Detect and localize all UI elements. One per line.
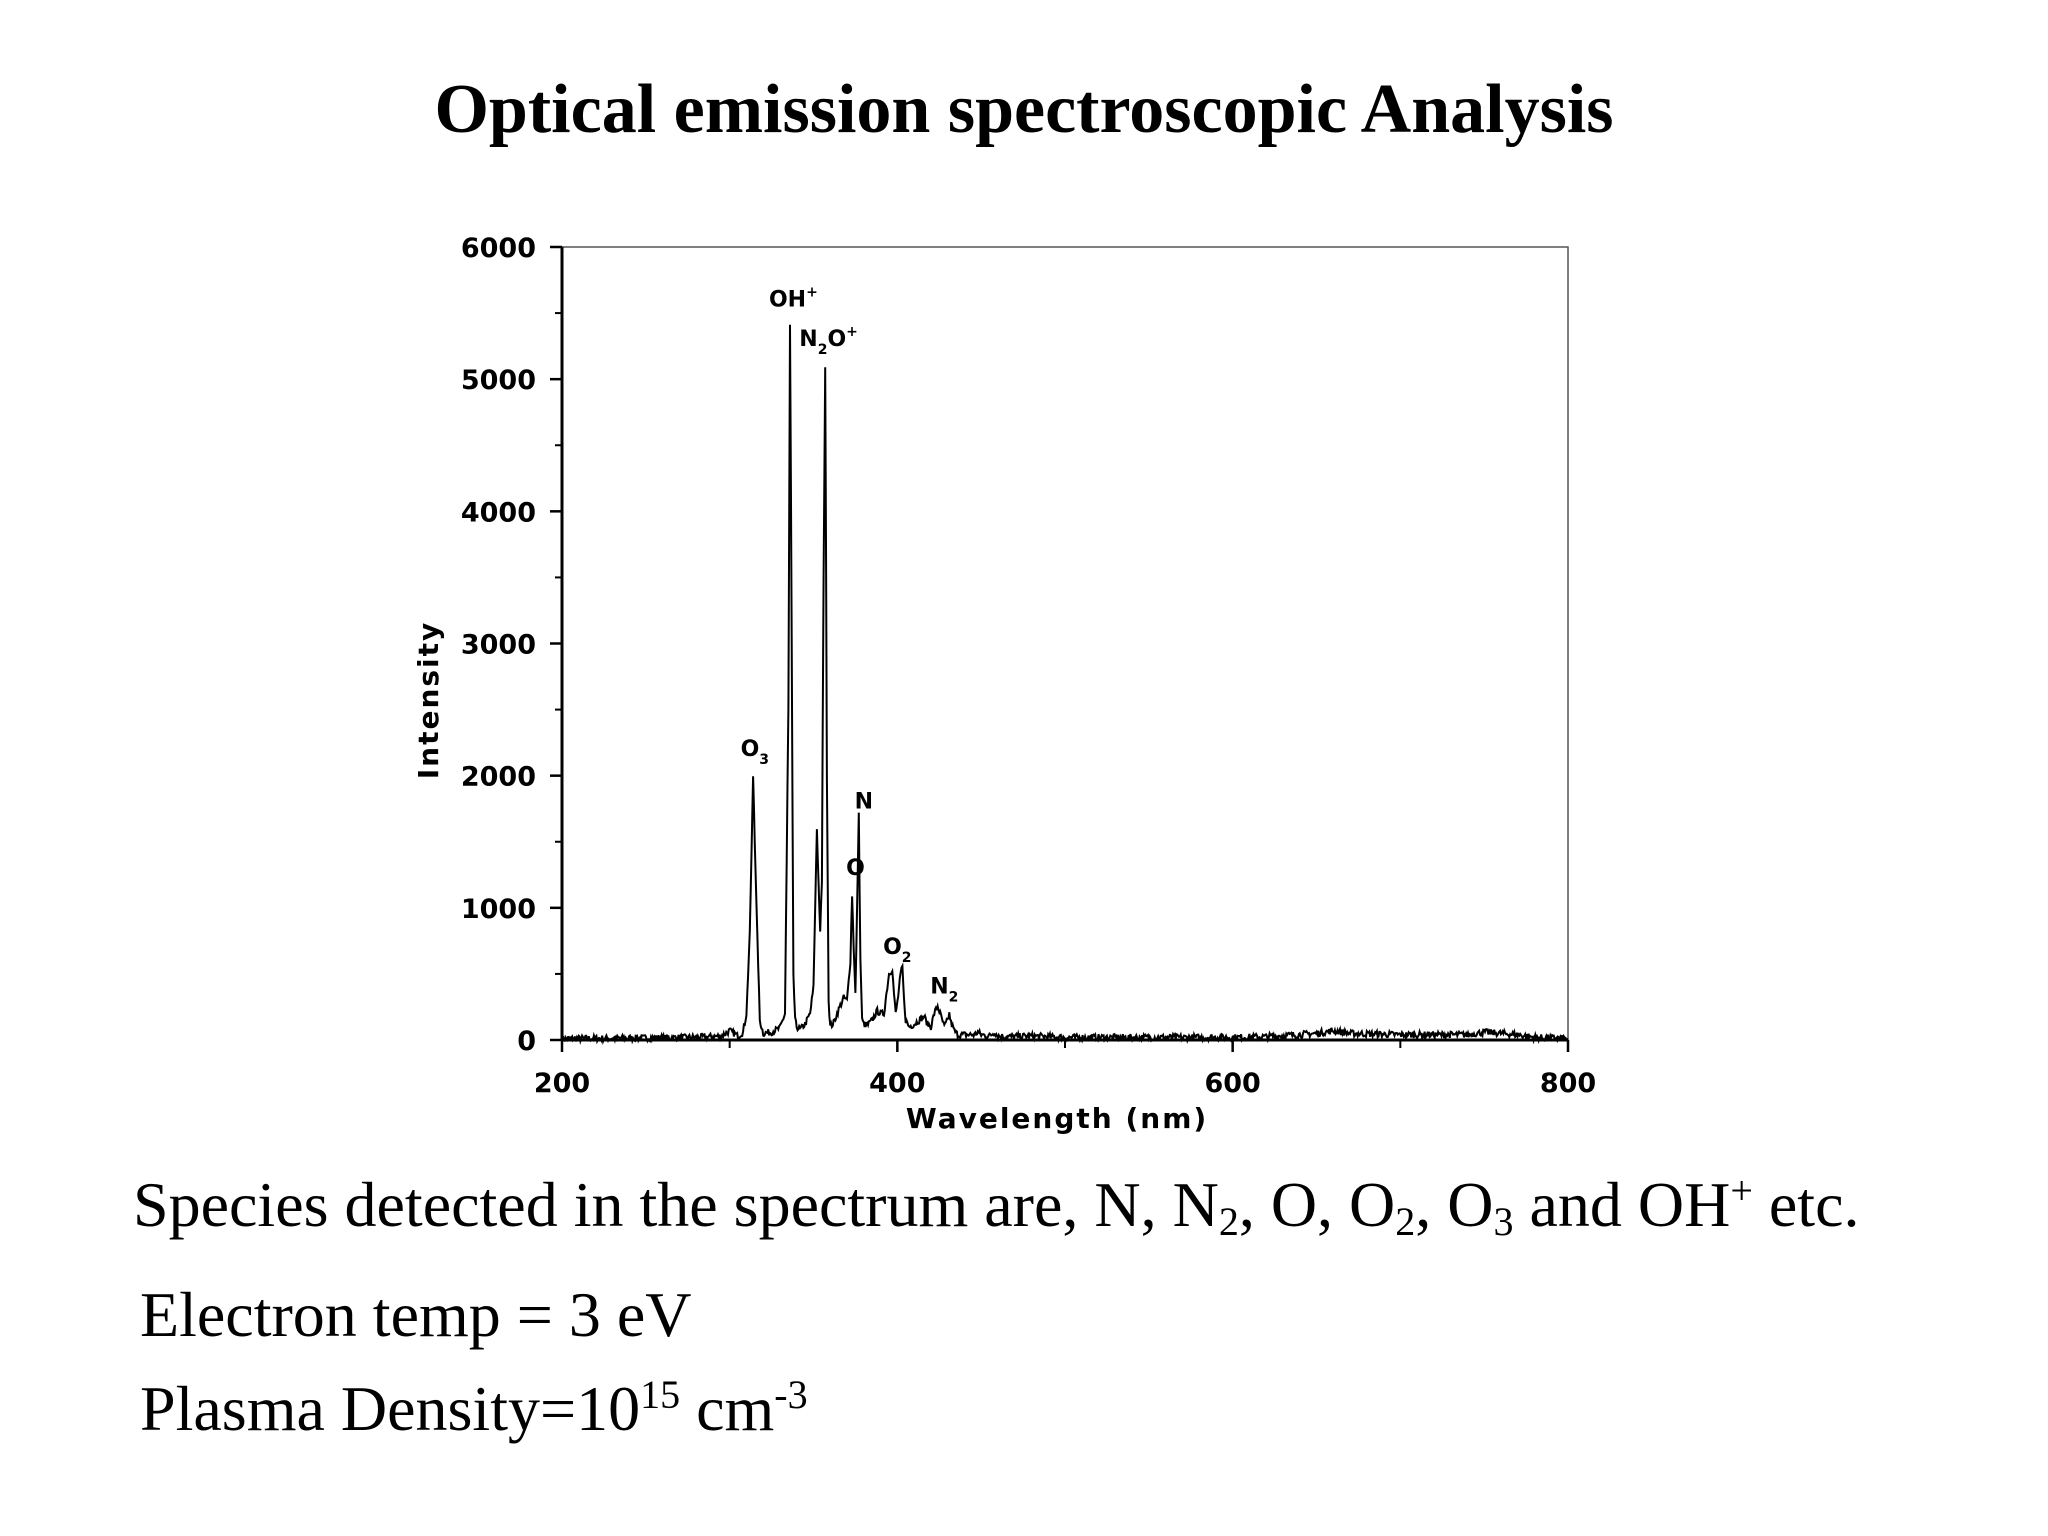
peak-label: O [846,856,865,881]
x-tick-label: 600 [1204,1068,1260,1099]
peak-label-part: O [883,935,902,960]
species-mid2: , O [1415,1169,1494,1240]
peak-label-part: O [827,327,846,352]
x-tick-label: 400 [869,1068,925,1099]
peak-label: OH+ [769,284,818,312]
y-tick-label: 0 [517,1026,536,1057]
species-line: Species detected in the spectrum are, N,… [133,1168,1859,1245]
x-tick-label: 200 [534,1068,590,1099]
peak-label-part: 2 [902,950,912,966]
peak-label: N [855,790,873,815]
plasma-density-prefix: Plasma Density=10 [140,1373,641,1444]
y-tick-label: 4000 [461,497,536,528]
species-mid3: and OH [1513,1169,1731,1240]
peak-label-part: OH [769,287,806,312]
plasma-density-unit-exponent: -3 [774,1372,808,1417]
electron-temp: Electron temp = 3 eV [140,1279,692,1350]
species-n2-sub: 2 [1218,1198,1239,1244]
peak-label: O2 [883,935,911,966]
peak-label-part: 2 [818,342,828,358]
peak-label: N2O+ [799,324,858,358]
peak-label-part: + [846,324,858,340]
chart-ticks: 0 1000 2000 3000 4000 5000 6000 200 400 600 800 [461,233,1596,1099]
species-oh-sup: + [1730,1168,1753,1213]
peak-label-part: O [846,856,865,881]
plot-frame [561,246,1569,1041]
species-mid1: , O, O [1238,1169,1396,1240]
species-prefix: Species detected in the spectrum are, N,… [133,1169,1219,1240]
slide-title: Optical emission spectroscopic Analysis [434,71,1614,148]
species-o3-sub: 3 [1493,1198,1514,1244]
x-tick-label: 800 [1540,1068,1596,1099]
plasma-density-unit: cm [680,1373,775,1444]
peak-label-part: N [855,790,873,815]
peak-label: O3 [741,737,769,768]
y-tick-label: 2000 [461,762,536,793]
y-tick-label: 5000 [461,365,536,396]
plasma-density: Plasma Density=1015 cm-3 [140,1372,808,1446]
peak-label: N2 [930,975,958,1006]
peak-label-part: + [806,284,818,300]
peak-label-part: O [741,737,760,762]
peak-label-part: N [930,975,948,1000]
x-axis-label: Wavelength (nm) [906,1102,1208,1135]
y-tick-label: 6000 [461,233,536,264]
species-suffix: etc. [1752,1169,1860,1240]
spectrum-line [561,324,1569,1046]
chart-axes [560,246,1569,1042]
peak-label-part: N [799,327,817,352]
y-tick-label: 3000 [461,630,536,661]
plasma-density-exponent: 15 [640,1372,681,1417]
y-tick-label: 1000 [461,894,536,925]
species-o2-sub: 2 [1395,1198,1416,1244]
peak-label-part: 3 [759,752,769,768]
y-axis-label: Intensity [412,621,445,780]
peak-label-part: 2 [949,990,959,1006]
